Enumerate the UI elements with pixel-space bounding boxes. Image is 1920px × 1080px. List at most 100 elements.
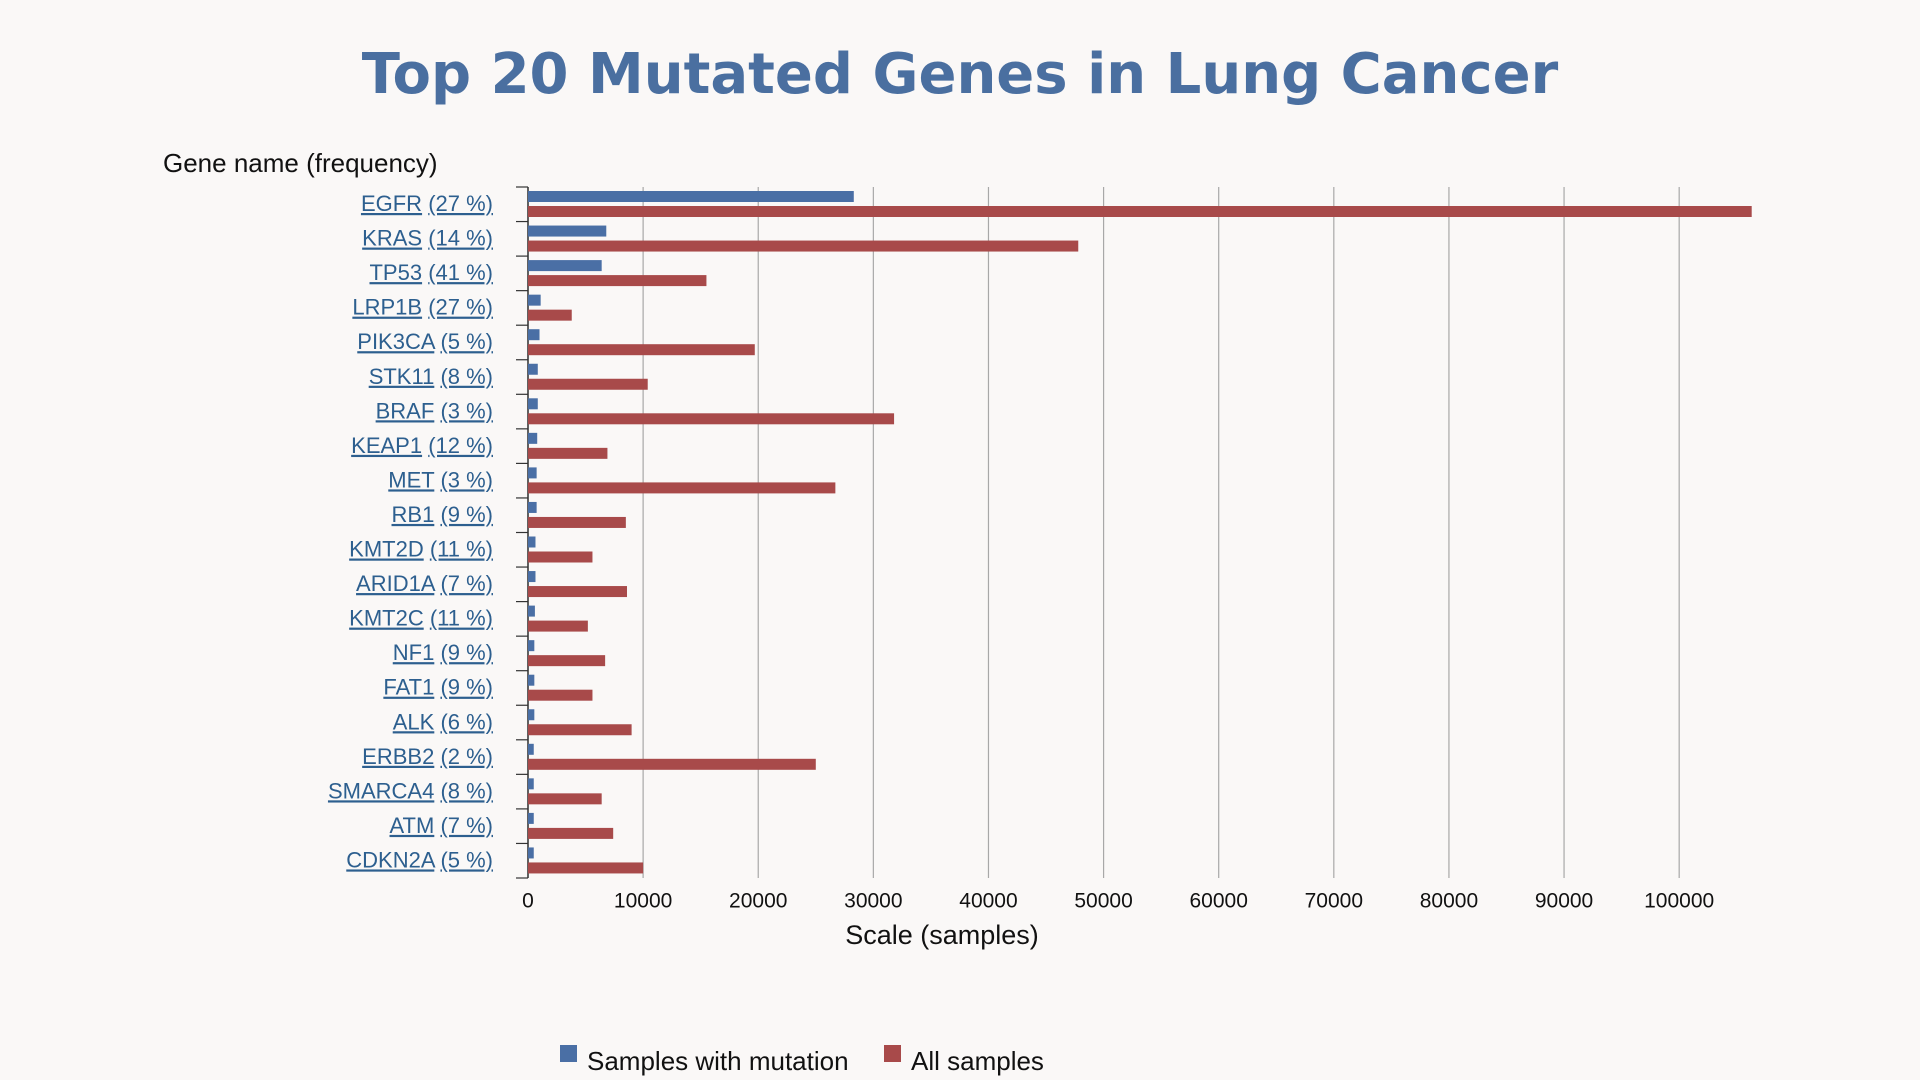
bar — [528, 206, 1752, 217]
bar — [528, 275, 707, 287]
bar — [528, 724, 632, 736]
bar — [528, 432, 538, 444]
gene-label: ATM (7 %) — [390, 813, 494, 838]
bar — [528, 605, 535, 617]
gene-link[interactable]: CDKN2A — [346, 847, 436, 872]
legend-label: Samples with mutation — [587, 1046, 849, 1076]
frequency-link[interactable]: (8 %) — [440, 364, 493, 389]
gene-link[interactable]: PIK3CA — [357, 329, 436, 354]
frequency-link[interactable]: (6 %) — [440, 709, 493, 734]
gene-label: ALK (6 %) — [393, 709, 493, 734]
frequency-link[interactable]: (3 %) — [440, 467, 493, 492]
gene-label: CDKN2A (5 %) — [346, 847, 493, 872]
gene-label: LRP1B (27 %) — [352, 294, 493, 319]
x-tick-label: 100000 — [1644, 890, 1714, 913]
gene-link[interactable]: STK11 — [369, 364, 435, 389]
bar — [528, 344, 755, 356]
bar — [528, 758, 816, 770]
gene-link[interactable]: EGFR — [361, 191, 422, 216]
bar — [528, 536, 536, 548]
gene-label: KRAS (14 %) — [362, 225, 493, 250]
gene-label: RB1 (9 %) — [392, 502, 493, 527]
frequency-link[interactable]: (9 %) — [440, 502, 493, 527]
gene-label: KEAP1 (12 %) — [351, 433, 493, 458]
bar — [528, 862, 644, 874]
y-axis-label: Gene name (frequency) — [163, 148, 438, 178]
bar — [528, 571, 536, 583]
x-tick-label: 0 — [522, 890, 534, 913]
bar — [528, 413, 895, 425]
bar — [528, 743, 534, 755]
gene-link[interactable]: LRP1B — [352, 294, 422, 319]
bar — [528, 398, 538, 410]
gene-label: KMT2C (11 %) — [349, 605, 493, 630]
gene-label: NF1 (9 %) — [393, 640, 493, 665]
gene-link[interactable]: NF1 — [393, 640, 435, 665]
frequency-link[interactable]: (7 %) — [440, 813, 493, 838]
frequency-link[interactable]: (5 %) — [440, 847, 493, 872]
frequency-link[interactable]: (14 %) — [428, 225, 493, 250]
gene-link[interactable]: MET — [388, 467, 434, 492]
x-tick-label: 20000 — [729, 890, 787, 913]
gene-link[interactable]: RB1 — [392, 502, 435, 527]
x-tick-label: 80000 — [1420, 890, 1478, 913]
frequency-link[interactable]: (11 %) — [430, 605, 493, 630]
gene-label: MET (3 %) — [388, 467, 493, 492]
gene-link[interactable]: ATM — [390, 813, 435, 838]
x-tick-label: 10000 — [614, 890, 672, 913]
legend-label: All samples — [911, 1046, 1044, 1076]
bar — [528, 467, 537, 479]
bar — [528, 363, 538, 375]
x-axis-label: Scale (samples) — [845, 920, 1039, 950]
gene-label: EGFR (27 %) — [361, 191, 493, 216]
gene-link[interactable]: KMT2C — [349, 605, 424, 630]
gene-label: TP53 (41 %) — [369, 260, 493, 285]
bar — [528, 501, 537, 513]
bar — [528, 191, 854, 202]
bar — [528, 240, 1079, 252]
x-tick-label: 50000 — [1074, 890, 1132, 913]
bar — [528, 516, 626, 528]
gene-label: FAT1 (9 %) — [383, 675, 493, 700]
bar — [528, 689, 593, 701]
gene-link[interactable]: ARID1A — [356, 571, 436, 596]
frequency-link[interactable]: (9 %) — [440, 640, 493, 665]
gene-link[interactable]: ALK — [393, 709, 435, 734]
frequency-link[interactable]: (27 %) — [428, 191, 493, 216]
gene-link[interactable]: KEAP1 — [351, 433, 422, 458]
bar — [528, 447, 608, 459]
frequency-link[interactable]: (9 %) — [440, 675, 493, 700]
bar — [528, 329, 540, 341]
bar — [528, 309, 572, 321]
gene-link[interactable]: BRAF — [376, 398, 435, 423]
bar — [528, 812, 534, 824]
x-tick-label: 40000 — [959, 890, 1017, 913]
gene-label: ARID1A (7 %) — [356, 571, 493, 596]
bar — [528, 378, 648, 390]
frequency-link[interactable]: (2 %) — [440, 744, 493, 769]
gene-link[interactable]: KRAS — [362, 225, 422, 250]
frequency-link[interactable]: (3 %) — [440, 398, 493, 423]
x-tick-label: 70000 — [1305, 890, 1363, 913]
bar — [528, 260, 602, 272]
x-tick-label: 60000 — [1190, 890, 1248, 913]
frequency-link[interactable]: (41 %) — [428, 260, 493, 285]
frequency-link[interactable]: (11 %) — [430, 536, 493, 561]
gene-link[interactable]: TP53 — [369, 260, 422, 285]
gene-label: SMARCA4 (8 %) — [328, 778, 493, 803]
legend-swatch — [884, 1045, 901, 1062]
frequency-link[interactable]: (27 %) — [428, 294, 493, 319]
bar — [528, 655, 606, 667]
gene-label: PIK3CA (5 %) — [357, 329, 493, 354]
frequency-link[interactable]: (7 %) — [440, 571, 493, 596]
gene-link[interactable]: ERBB2 — [362, 744, 434, 769]
bar — [528, 225, 607, 237]
frequency-link[interactable]: (5 %) — [440, 329, 493, 354]
bar — [528, 793, 602, 805]
bar — [528, 586, 628, 598]
gene-link[interactable]: FAT1 — [383, 675, 434, 700]
gene-link[interactable]: KMT2D — [349, 536, 424, 561]
gene-link[interactable]: SMARCA4 — [328, 778, 434, 803]
frequency-link[interactable]: (12 %) — [428, 433, 493, 458]
frequency-link[interactable]: (8 %) — [440, 778, 493, 803]
